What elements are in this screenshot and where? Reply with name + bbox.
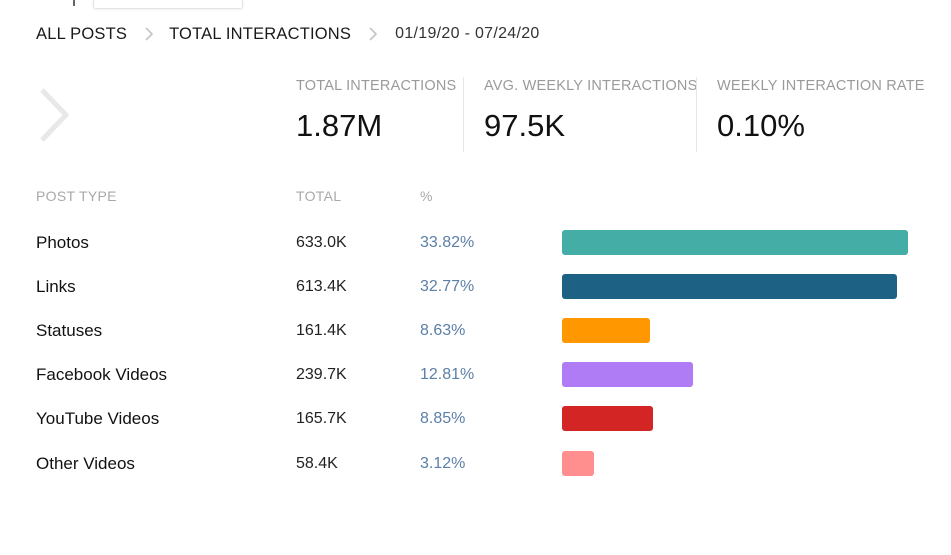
table-row[interactable]: YouTube Videos 165.7K 8.85% <box>0 406 951 432</box>
table-row[interactable]: Links 613.4K 32.77% <box>0 274 951 300</box>
bar-statuses <box>562 318 650 343</box>
total-value: 161.4K <box>296 322 347 339</box>
date-range: 01/19/20 - 07/24/20 <box>395 25 540 42</box>
post-type-label: Other Videos <box>36 454 135 473</box>
stat-avg-weekly-interactions: AVG. WEEKLY INTERACTIONS 97.5K <box>484 78 697 144</box>
stat-divider <box>696 77 697 152</box>
breadcrumb-all-posts[interactable]: ALL POSTS <box>36 24 128 43</box>
total-value: 165.7K <box>296 410 347 427</box>
dropdown-tab-edge <box>93 0 243 9</box>
total-value: 58.4K <box>296 455 338 472</box>
stat-total-interactions: TOTAL INTERACTIONS 1.87M <box>296 78 456 144</box>
bar-youtube-videos <box>562 406 653 431</box>
post-type-label: Links <box>36 277 76 296</box>
percent-value: 33.82% <box>420 234 475 251</box>
table-row[interactable]: Photos 633.0K 33.82% <box>0 230 951 256</box>
percent-value: 3.12% <box>420 455 466 472</box>
bar-other-videos <box>562 451 594 476</box>
stat-label: AVG. WEEKLY INTERACTIONS <box>484 78 698 94</box>
table-row[interactable]: Statuses 161.4K 8.63% <box>0 318 951 344</box>
chevron-right-icon <box>145 27 154 41</box>
post-type-label: Facebook Videos <box>36 365 168 384</box>
stat-label: TOTAL INTERACTIONS <box>296 78 457 94</box>
bar-photos <box>562 230 908 255</box>
stat-value: 0.10% <box>717 108 805 143</box>
total-value: 613.4K <box>296 278 347 295</box>
column-header-post-type: POST TYPE <box>36 188 117 204</box>
table-row[interactable]: Other Videos 58.4K 3.12% <box>0 451 951 477</box>
post-type-label: Statuses <box>36 321 103 340</box>
table-row[interactable]: Facebook Videos 239.7K 12.81% <box>0 362 951 388</box>
post-type-label: Photos <box>36 233 89 252</box>
total-value: 633.0K <box>296 234 347 251</box>
percent-value: 8.85% <box>420 410 466 427</box>
stat-value: 1.87M <box>296 108 383 143</box>
stat-label: WEEKLY INTERACTION RATE <box>717 78 925 94</box>
bar-links <box>562 274 897 299</box>
stat-weekly-interaction-rate: WEEKLY INTERACTION RATE 0.10% <box>717 78 925 144</box>
bar-facebook-videos <box>562 362 693 387</box>
percent-value: 8.63% <box>420 322 466 339</box>
percent-value: 12.81% <box>420 366 475 383</box>
stat-divider <box>463 77 464 152</box>
chevron-right-icon <box>369 27 378 41</box>
breadcrumb-total-interactions[interactable]: TOTAL INTERACTIONS <box>169 24 352 43</box>
breadcrumb: ALL POSTS TOTAL INTERACTIONS 01/19/20 - … <box>36 22 540 46</box>
menu-handle <box>73 0 75 6</box>
column-header-total: TOTAL <box>296 188 342 204</box>
total-value: 239.7K <box>296 366 347 383</box>
post-type-label: YouTube Videos <box>36 409 160 428</box>
percent-value: 32.77% <box>420 278 475 295</box>
stat-value: 97.5K <box>484 108 566 143</box>
column-header-percent: % <box>420 188 433 204</box>
chevron-right-icon[interactable] <box>36 86 72 144</box>
